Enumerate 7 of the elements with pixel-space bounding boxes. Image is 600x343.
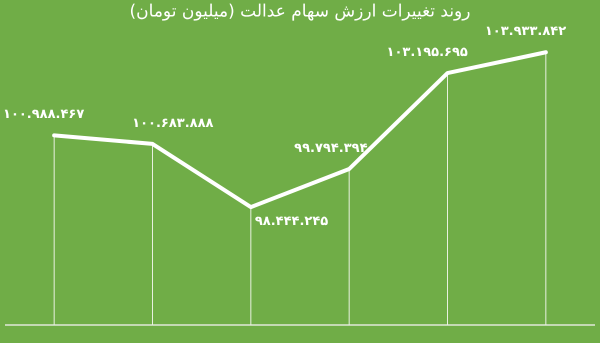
data-label: ۱۰۳.۱۹۵.۶۹۵ — [386, 44, 468, 60]
data-label: ۱۰۳.۹۳۳.۸۴۲ — [484, 24, 566, 40]
data-label: ۱۰۰.۶۸۳.۸۸۸ — [132, 116, 214, 131]
data-label: ۹۸.۴۴۴.۲۴۵ — [254, 214, 328, 229]
chart-title: روند تغییرات ارزش سهام عدالت (میلیون تومان) — [130, 2, 470, 22]
data-label: ۱۰۰.۹۸۸.۴۶۷ — [2, 107, 84, 122]
data-label: ۹۹.۷۹۴.۳۹۴ — [294, 140, 368, 156]
